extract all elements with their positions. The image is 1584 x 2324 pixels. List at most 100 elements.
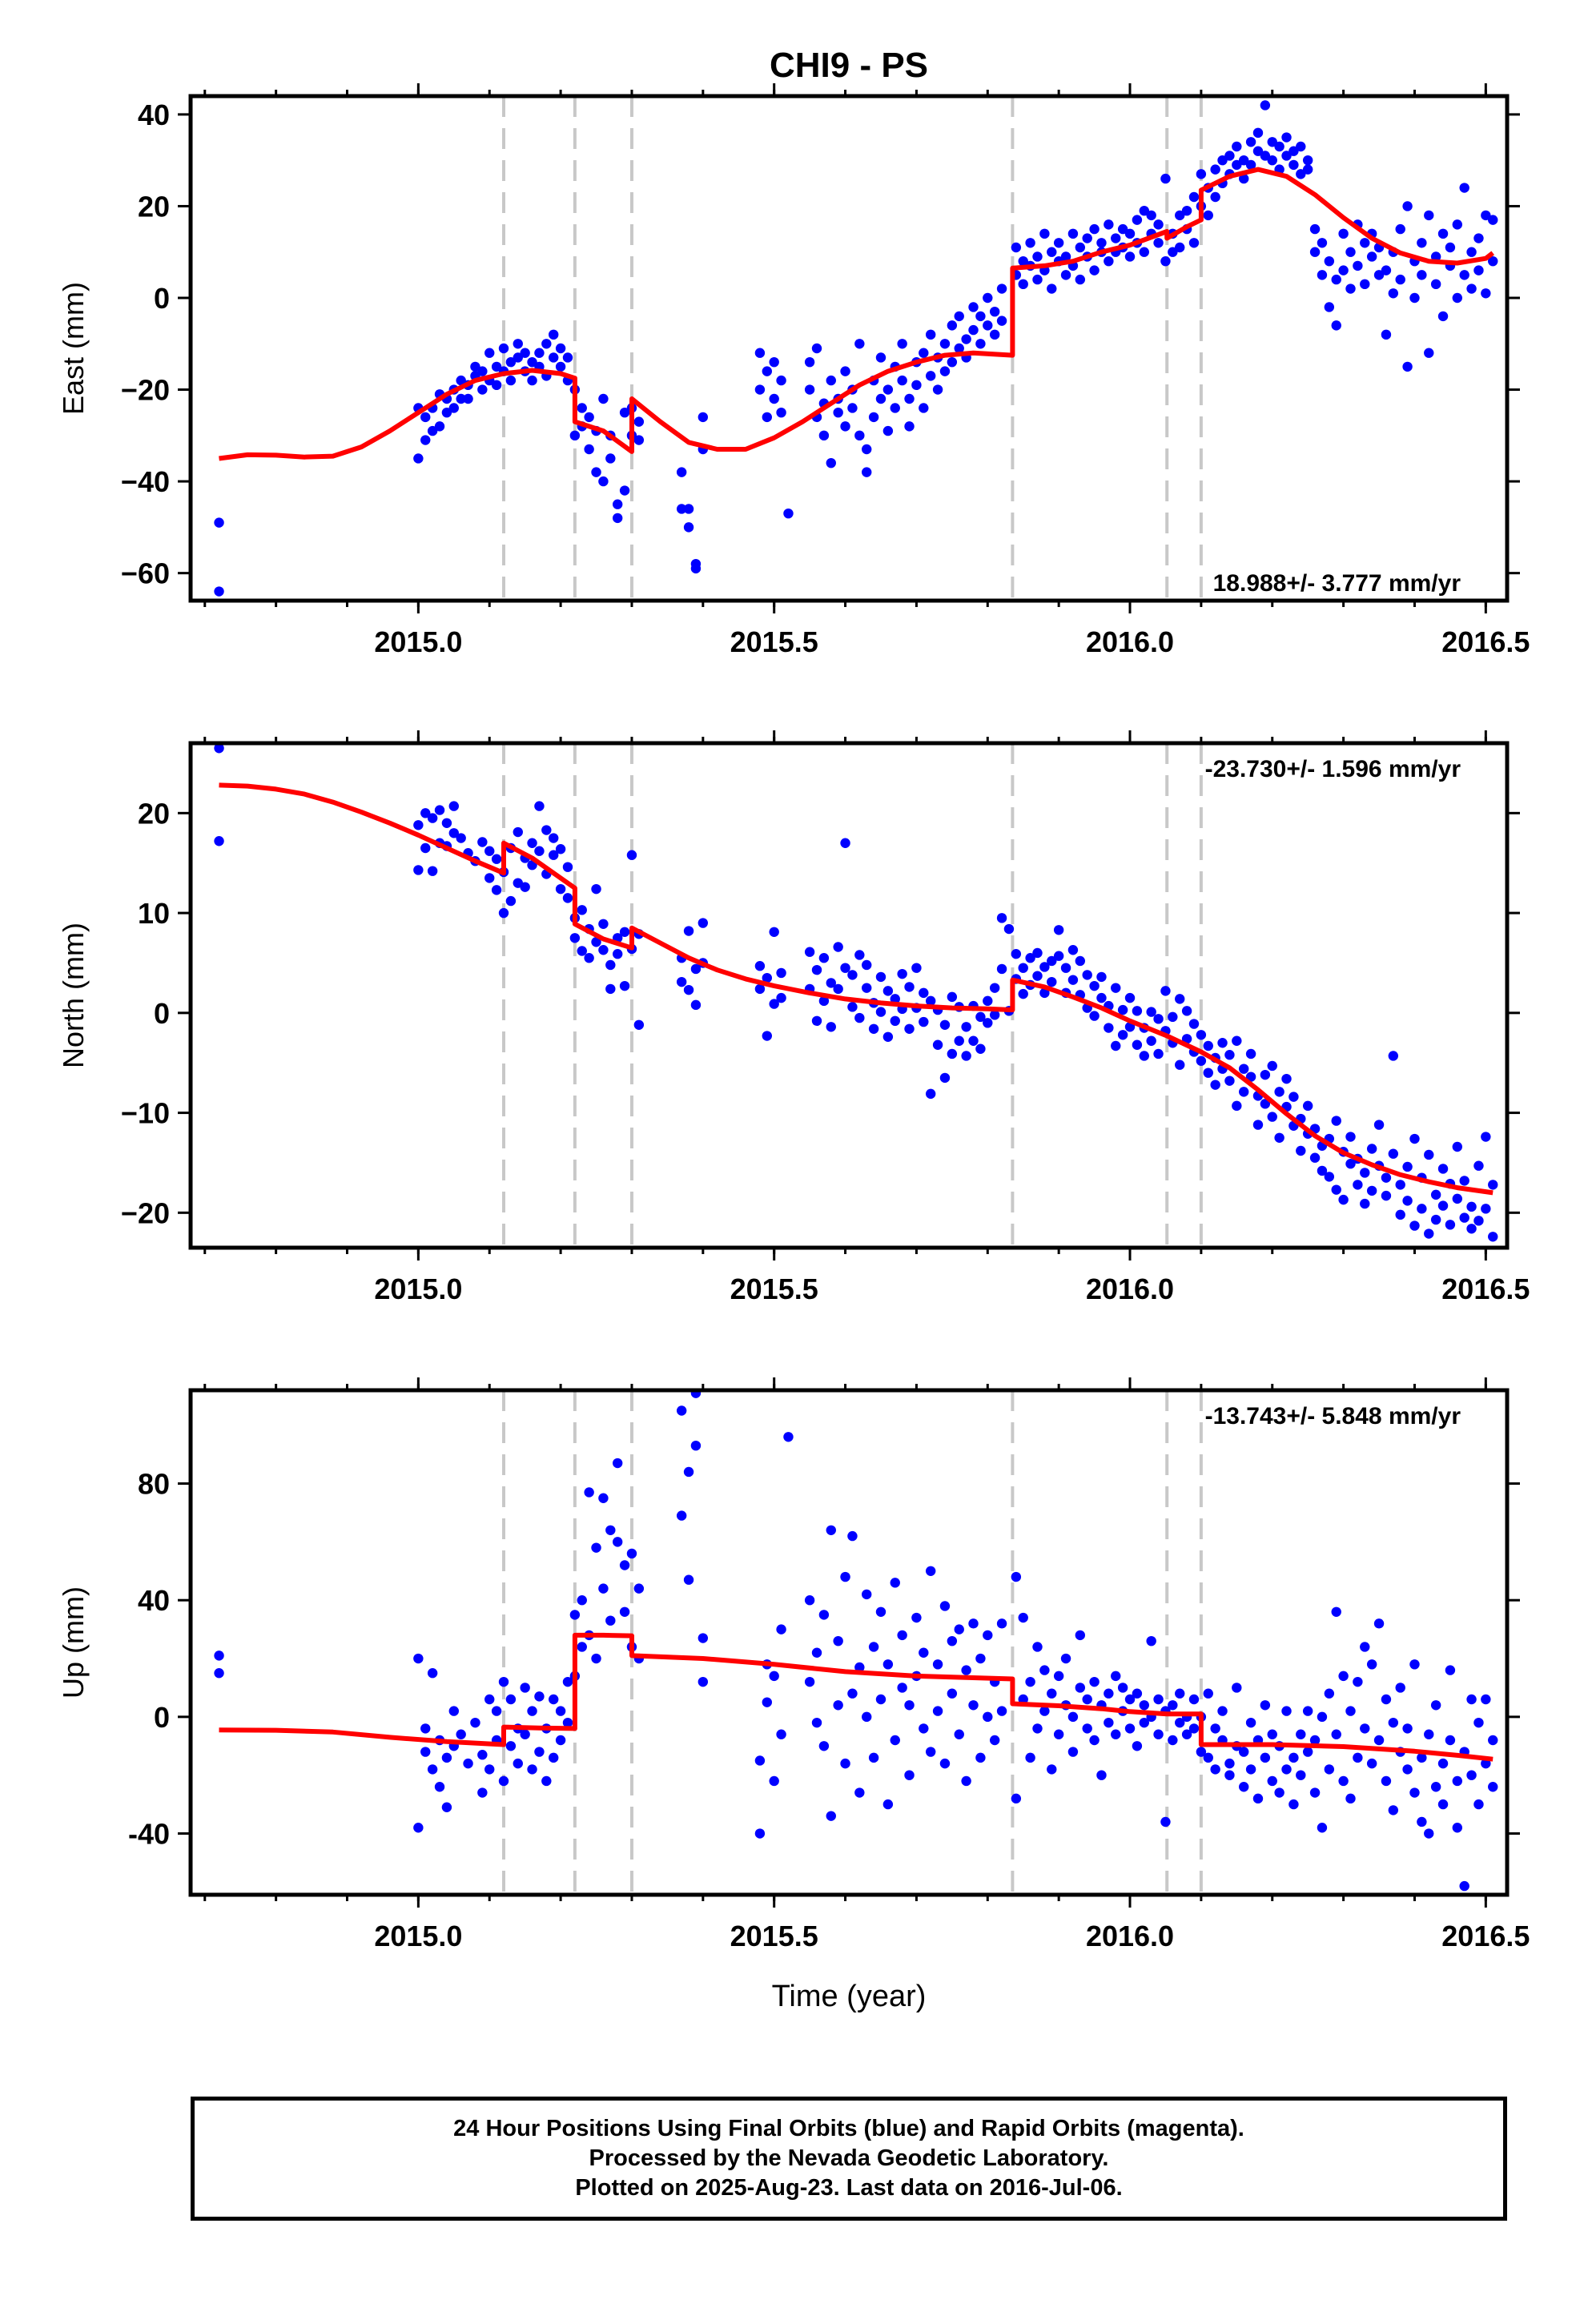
up-data-point-4 bbox=[420, 1723, 431, 1734]
north-data-point-160 bbox=[1096, 992, 1107, 1003]
east-data-point-118 bbox=[925, 329, 936, 340]
east-data-point-258 bbox=[1430, 251, 1441, 262]
north-data-point-27 bbox=[513, 826, 523, 838]
north-data-point-29 bbox=[520, 882, 530, 892]
north-data-point-248 bbox=[1409, 1133, 1420, 1144]
east-data-point-228 bbox=[1324, 255, 1335, 267]
east-data-point-99 bbox=[862, 467, 872, 477]
north-data-point-262 bbox=[1459, 1212, 1469, 1223]
east-panel: 2015.0 2015.5 2016.0 2016.5 −60 −40 −20 0 20 40 Ea… bbox=[57, 83, 1530, 658]
east-data-point-20 bbox=[477, 384, 488, 395]
east-data-point-127 bbox=[961, 334, 971, 344]
north-data-point-239 bbox=[1373, 1120, 1385, 1130]
east-data-point-25 bbox=[491, 380, 502, 391]
east-data-point-97 bbox=[854, 339, 865, 349]
north-data-point-193 bbox=[1210, 1080, 1220, 1090]
up-data-point-185 bbox=[1181, 1729, 1192, 1739]
north-x-tick-label-0: 2015.0 bbox=[374, 1273, 462, 1305]
east-data-point-75 bbox=[754, 384, 766, 395]
up-data-point-103 bbox=[882, 1799, 894, 1810]
north-data-point-103 bbox=[890, 1015, 900, 1027]
east-data-point-271 bbox=[1481, 210, 1491, 221]
north-data-point-130 bbox=[989, 983, 1000, 993]
north-data-point-73 bbox=[762, 972, 773, 983]
east-data-point-68 bbox=[683, 504, 694, 514]
up-data-point-125 bbox=[961, 1775, 971, 1787]
east-data-point-57 bbox=[605, 453, 616, 464]
north-data-point-10 bbox=[441, 818, 452, 829]
north-data-point-166 bbox=[1117, 1004, 1128, 1015]
up-data-point-119 bbox=[939, 1758, 951, 1769]
north-data-point-58 bbox=[626, 850, 637, 860]
north-data-point-83 bbox=[818, 995, 830, 1007]
up-data-point-28 bbox=[513, 1758, 523, 1769]
north-data-point-232 bbox=[1353, 1180, 1363, 1190]
north-data-point-5 bbox=[420, 842, 431, 854]
east-data-point-219 bbox=[1296, 141, 1306, 152]
north-y-tick-label-1: −10 bbox=[121, 1097, 170, 1130]
up-data-point-213 bbox=[1281, 1706, 1292, 1716]
up-data-point-182 bbox=[1175, 1688, 1185, 1699]
north-data-point-19 bbox=[484, 846, 495, 856]
up-data-point-153 bbox=[1067, 1747, 1079, 1757]
north-data-point-81 bbox=[811, 964, 822, 975]
north-data-point-251 bbox=[1417, 1204, 1427, 1214]
up-data-point-5 bbox=[420, 1747, 431, 1757]
north-data-point-162 bbox=[1104, 1023, 1114, 1033]
north-data-point-208 bbox=[1267, 1060, 1277, 1072]
up-data-point-26 bbox=[505, 1694, 517, 1705]
north-data-point-82 bbox=[818, 953, 830, 963]
east-data-point-272 bbox=[1481, 288, 1491, 299]
north-data-point-241 bbox=[1381, 1172, 1392, 1183]
up-data-point-200 bbox=[1239, 1782, 1249, 1792]
up-data-point-162 bbox=[1104, 1688, 1114, 1699]
east-y-tick-label-5: 40 bbox=[138, 99, 170, 131]
up-data-point-225 bbox=[1324, 1688, 1335, 1699]
north-data-point-75 bbox=[769, 999, 779, 1009]
north-data-point-66 bbox=[690, 963, 702, 975]
east-data-point-239 bbox=[1366, 251, 1377, 262]
up-data-point-101 bbox=[875, 1694, 886, 1705]
north-data-point-211 bbox=[1274, 1132, 1284, 1143]
north-data-point-85 bbox=[826, 1022, 836, 1032]
up-data-point-134 bbox=[996, 1618, 1007, 1629]
up-plot-frame bbox=[188, 1388, 1510, 1897]
up-data-point-197 bbox=[1224, 1770, 1235, 1780]
up-data-point-264 bbox=[1466, 1694, 1477, 1705]
east-data-point-204 bbox=[1239, 173, 1249, 184]
north-data-point-45 bbox=[577, 946, 587, 956]
up-data-point-40 bbox=[555, 1735, 566, 1746]
up-data-point-207 bbox=[1260, 1700, 1271, 1711]
north-x-tick-label-1: 2015.5 bbox=[730, 1273, 818, 1305]
up-data-point-130 bbox=[983, 1630, 993, 1641]
north-data-point-94 bbox=[862, 983, 872, 993]
east-data-point-247 bbox=[1395, 223, 1405, 235]
east-data-point-222 bbox=[1302, 164, 1313, 175]
east-data-point-150 bbox=[1047, 283, 1057, 294]
north-data-point-225 bbox=[1324, 1172, 1335, 1182]
east-data-point-267 bbox=[1466, 247, 1477, 257]
north-data-point-113 bbox=[925, 995, 936, 1007]
north-data-point-33 bbox=[534, 846, 545, 856]
up-data-point-114 bbox=[925, 1566, 936, 1576]
up-data-point-243 bbox=[1388, 1717, 1399, 1728]
east-data-point-58 bbox=[612, 499, 623, 509]
north-data-point-7 bbox=[427, 866, 438, 876]
up-data-point-120 bbox=[947, 1635, 958, 1647]
north-data-point-127 bbox=[975, 1043, 986, 1054]
east-data-point-96 bbox=[847, 403, 858, 413]
north-data-point-111 bbox=[919, 987, 929, 999]
up-y-tick-label-0: -40 bbox=[128, 1818, 170, 1851]
north-data-point-263 bbox=[1459, 1176, 1469, 1186]
north-data-point-242 bbox=[1388, 1051, 1399, 1061]
north-data-point-210 bbox=[1274, 1087, 1284, 1097]
east-data-point-34 bbox=[527, 356, 537, 368]
north-data-point-76 bbox=[776, 967, 786, 979]
east-data-point-249 bbox=[1402, 201, 1413, 211]
up-data-point-224 bbox=[1324, 1764, 1335, 1775]
east-data-point-252 bbox=[1409, 292, 1420, 304]
east-data-point-250 bbox=[1402, 361, 1413, 372]
east-data-point-50 bbox=[584, 444, 594, 455]
east-data-point-14 bbox=[456, 393, 466, 404]
